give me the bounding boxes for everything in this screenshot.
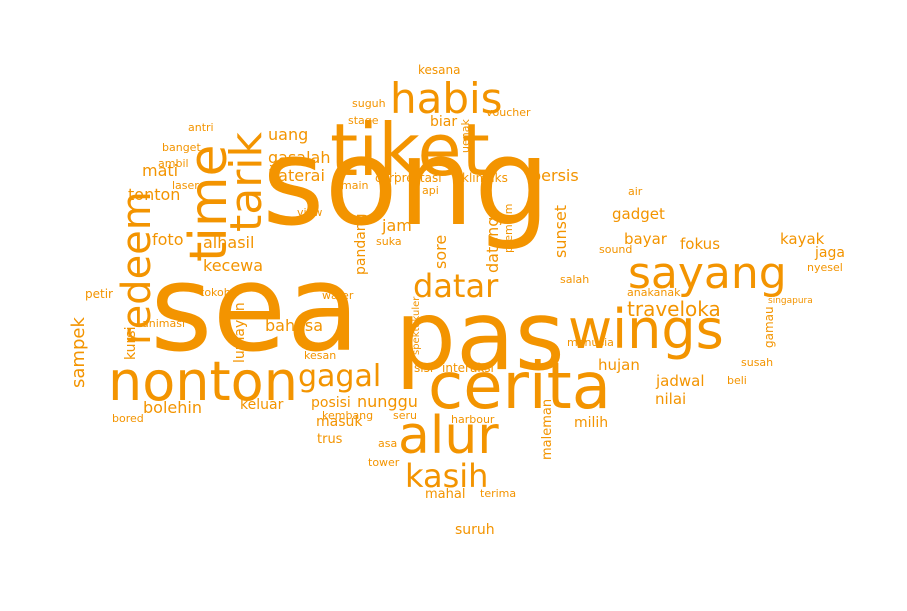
word-sampek: sampek: [68, 317, 89, 388]
word-water: water: [322, 289, 354, 302]
word-pas: pas: [395, 280, 565, 392]
word-sisi: sisi: [414, 361, 434, 375]
word-mati: mati: [142, 161, 179, 180]
word-sea: sea: [150, 240, 360, 379]
word-jaga: jaga: [815, 245, 845, 261]
word-pandang: pandang: [353, 213, 369, 275]
word-trus: trus: [317, 432, 343, 447]
word-tonton: tonton: [128, 185, 181, 204]
word-view: view: [297, 206, 323, 219]
word-sore: sore: [431, 234, 450, 269]
word-kesan: kesan: [304, 349, 337, 362]
word-susah: susah: [741, 356, 774, 369]
word-alur: alur: [398, 406, 499, 466]
word-bolehin: bolehin: [143, 398, 202, 417]
word-api: api: [422, 184, 439, 197]
word-spektakuler: spektakuler: [411, 296, 422, 355]
word-ambil: ambil: [158, 157, 189, 170]
word-suguh: suguh: [352, 97, 386, 110]
word-gasalah: gasalah: [268, 148, 331, 167]
word-laser: laser: [172, 179, 199, 192]
word-tiket: tiket: [330, 108, 490, 192]
word-terima: terima: [480, 487, 517, 500]
word-kayak: kayak: [780, 230, 825, 248]
word-kecewa: kecewa: [203, 256, 264, 275]
word-persis: persis: [531, 166, 579, 185]
word-lumayan: lumayan: [232, 302, 248, 363]
word-cerita: cerita: [428, 350, 611, 424]
word-biar: biar: [430, 114, 458, 130]
word-suruh: suruh: [455, 522, 495, 538]
word-traveloka: traveloka: [627, 297, 721, 321]
word-hujan: hujan: [598, 356, 640, 374]
word-wings: wings: [568, 298, 724, 361]
word-petir: petir: [85, 287, 113, 301]
word-asa: asa: [378, 437, 398, 450]
word-kembang: kembang: [322, 409, 374, 422]
word-tarik: tarik: [221, 131, 272, 232]
word-posisi: posisi: [311, 395, 351, 411]
word-nonton: nonton: [108, 350, 298, 413]
word-kasih: kasih: [405, 457, 489, 495]
word-premium: premium: [502, 203, 515, 254]
word-beli: beli: [727, 374, 747, 387]
word-kesana: kesana: [418, 63, 461, 77]
word-dateng: dateng: [483, 216, 502, 273]
word-singapura: singapura: [768, 296, 813, 306]
word-air: air: [628, 185, 643, 198]
word-song: song: [262, 114, 551, 253]
word-bahasa: bahasa: [265, 316, 324, 335]
word-uenak: uenak: [459, 119, 472, 153]
word-main: main: [341, 179, 369, 192]
word-baterai: baterai: [268, 166, 325, 185]
word-banget: banget: [162, 141, 201, 154]
word-anakanak: anakanak: [627, 286, 681, 299]
word-gagal: gagal: [298, 359, 382, 394]
word-animasi: animasi: [142, 317, 186, 330]
word-jadwal: jadwal: [656, 372, 705, 390]
word-habis: habis: [390, 74, 503, 123]
word-mahal: mahal: [425, 487, 466, 502]
word-tokoh: tokoh: [200, 286, 231, 299]
word-alhasil: alhasil: [203, 233, 255, 252]
word-nilai: nilai: [655, 390, 687, 408]
word-keluar: keluar: [240, 397, 284, 413]
word-nunggu: nunggu: [357, 392, 418, 411]
word-gadget: gadget: [612, 205, 665, 223]
word-bored: bored: [112, 412, 144, 425]
word-tower: tower: [368, 456, 400, 469]
word-stage: stage: [348, 114, 379, 127]
word-sunset: sunset: [551, 204, 570, 258]
word-kursi: kursi: [123, 326, 139, 361]
word-interaksi: interaksi: [442, 361, 494, 375]
word-manusia: manusia: [567, 336, 614, 349]
word-maleman: maleman: [540, 398, 555, 460]
word-gamau: gamau: [762, 306, 776, 348]
word-foto: foto: [152, 230, 184, 249]
word-seru: seru: [393, 409, 417, 422]
word-cari: cari: [375, 171, 398, 185]
word-nyesel: nyesel: [807, 261, 843, 274]
word-harbour: harbour: [451, 413, 495, 426]
word-antri: antri: [188, 121, 214, 134]
word-salah: salah: [560, 273, 590, 286]
word-prestasi: prestasi: [394, 171, 442, 185]
word-milih: milih: [574, 415, 609, 431]
word-voucher: voucher: [486, 106, 531, 119]
word-uang: uang: [268, 125, 309, 144]
word-suka: suka: [376, 235, 402, 248]
word-masuk: masuk: [316, 414, 363, 430]
word-sayang: sayang: [628, 248, 787, 299]
word-fokus: fokus: [680, 235, 721, 253]
word-sound: sound: [599, 243, 633, 256]
word-bayar: bayar: [624, 230, 667, 248]
word-klimaks: klimaks: [462, 171, 508, 185]
word-jam: jam: [382, 216, 412, 235]
word-datar: datar: [413, 267, 499, 305]
